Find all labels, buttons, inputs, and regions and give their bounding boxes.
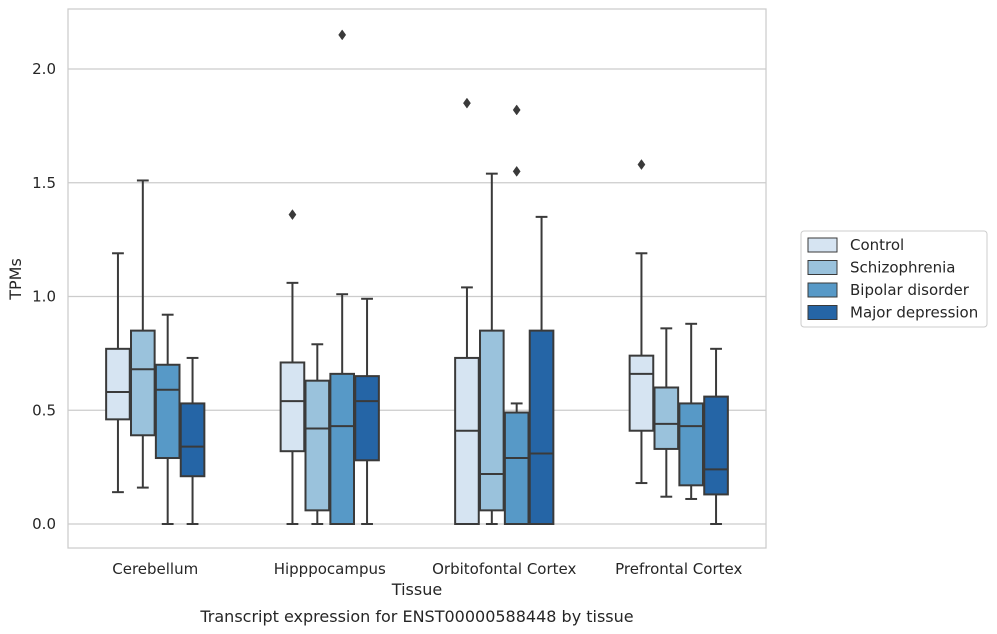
box-1-0 [279, 209, 306, 525]
box-2-3 [528, 215, 555, 525]
legend-label: Schizophrenia [850, 259, 955, 277]
box-iqr [703, 395, 729, 496]
box-iqr [329, 372, 355, 525]
x-axis-label: Tissue [391, 580, 442, 599]
box-iqr [454, 356, 480, 525]
outlier-marker [463, 97, 471, 109]
y-tick-label: 0.0 [32, 515, 56, 533]
box-2-1 [479, 172, 505, 525]
outlier-marker [512, 165, 521, 177]
box-iqr [503, 411, 530, 525]
box-0-0 [105, 252, 131, 494]
box-0-1 [130, 179, 156, 489]
box-iqr [528, 329, 555, 525]
box-1-3 [354, 297, 380, 525]
box-iqr [154, 363, 181, 460]
legend-label: Control [850, 236, 904, 254]
y-tick-label: 2.0 [32, 60, 56, 78]
box-iqr [354, 375, 380, 462]
box-3-3 [703, 347, 729, 525]
box-3-0 [628, 159, 655, 485]
x-tick-label: Hipppocampus [274, 560, 386, 578]
y-tick-label: 1.5 [32, 174, 56, 192]
box-iqr [653, 386, 680, 450]
box-1-2 [329, 29, 355, 525]
box-3-2 [678, 322, 704, 500]
outlier-marker [338, 29, 347, 41]
box-2-0 [454, 97, 480, 525]
box-iqr [179, 402, 206, 478]
box-series [105, 29, 729, 525]
outlier-marker [512, 104, 521, 116]
legend: Control Schizophrenia Bipolar disorder Majo… [800, 230, 988, 328]
box-2-2 [503, 104, 530, 525]
legend-items: Control Schizophrenia Bipolar disorder Majo… [807, 236, 978, 322]
y-axis-label: TPMs [6, 258, 25, 301]
plot-frame [67, 8, 767, 549]
box-iqr [678, 402, 704, 487]
box-iqr [130, 329, 156, 437]
outlier-marker [637, 159, 646, 170]
box-3-1 [653, 327, 680, 498]
legend-swatch [807, 305, 838, 320]
x-tick-label: Prefrontal Cortex [615, 560, 742, 578]
chart-caption: Transcript expression for ENST0000058844… [199, 607, 633, 626]
x-tick-labels: Cerebellum Hipppocampus Orbitofontal Corte… [112, 560, 742, 578]
legend-swatch [807, 237, 838, 253]
x-tick-label: Cerebellum [112, 560, 198, 578]
legend-swatch [807, 282, 838, 298]
legend-swatch [807, 260, 838, 275]
box-iqr [479, 329, 505, 512]
y-tick-label: 0.5 [32, 401, 56, 419]
y-tick-label: 1.0 [32, 288, 56, 306]
legend-label: Bipolar disorder [850, 281, 970, 299]
box-iqr [105, 347, 131, 421]
legend-label: Major depression [850, 304, 978, 322]
box-iqr [279, 361, 306, 453]
outlier-marker [288, 209, 297, 221]
legend-frame [800, 230, 988, 328]
x-tick-label: Orbitofontal Cortex [432, 560, 576, 578]
box-0-2 [154, 313, 181, 525]
box-0-3 [179, 356, 206, 525]
box-iqr [304, 379, 331, 512]
box-iqr [628, 354, 655, 432]
box-1-1 [304, 343, 331, 525]
y-tick-labels: 0.0 0.5 1.0 1.5 2.0 [32, 60, 56, 533]
